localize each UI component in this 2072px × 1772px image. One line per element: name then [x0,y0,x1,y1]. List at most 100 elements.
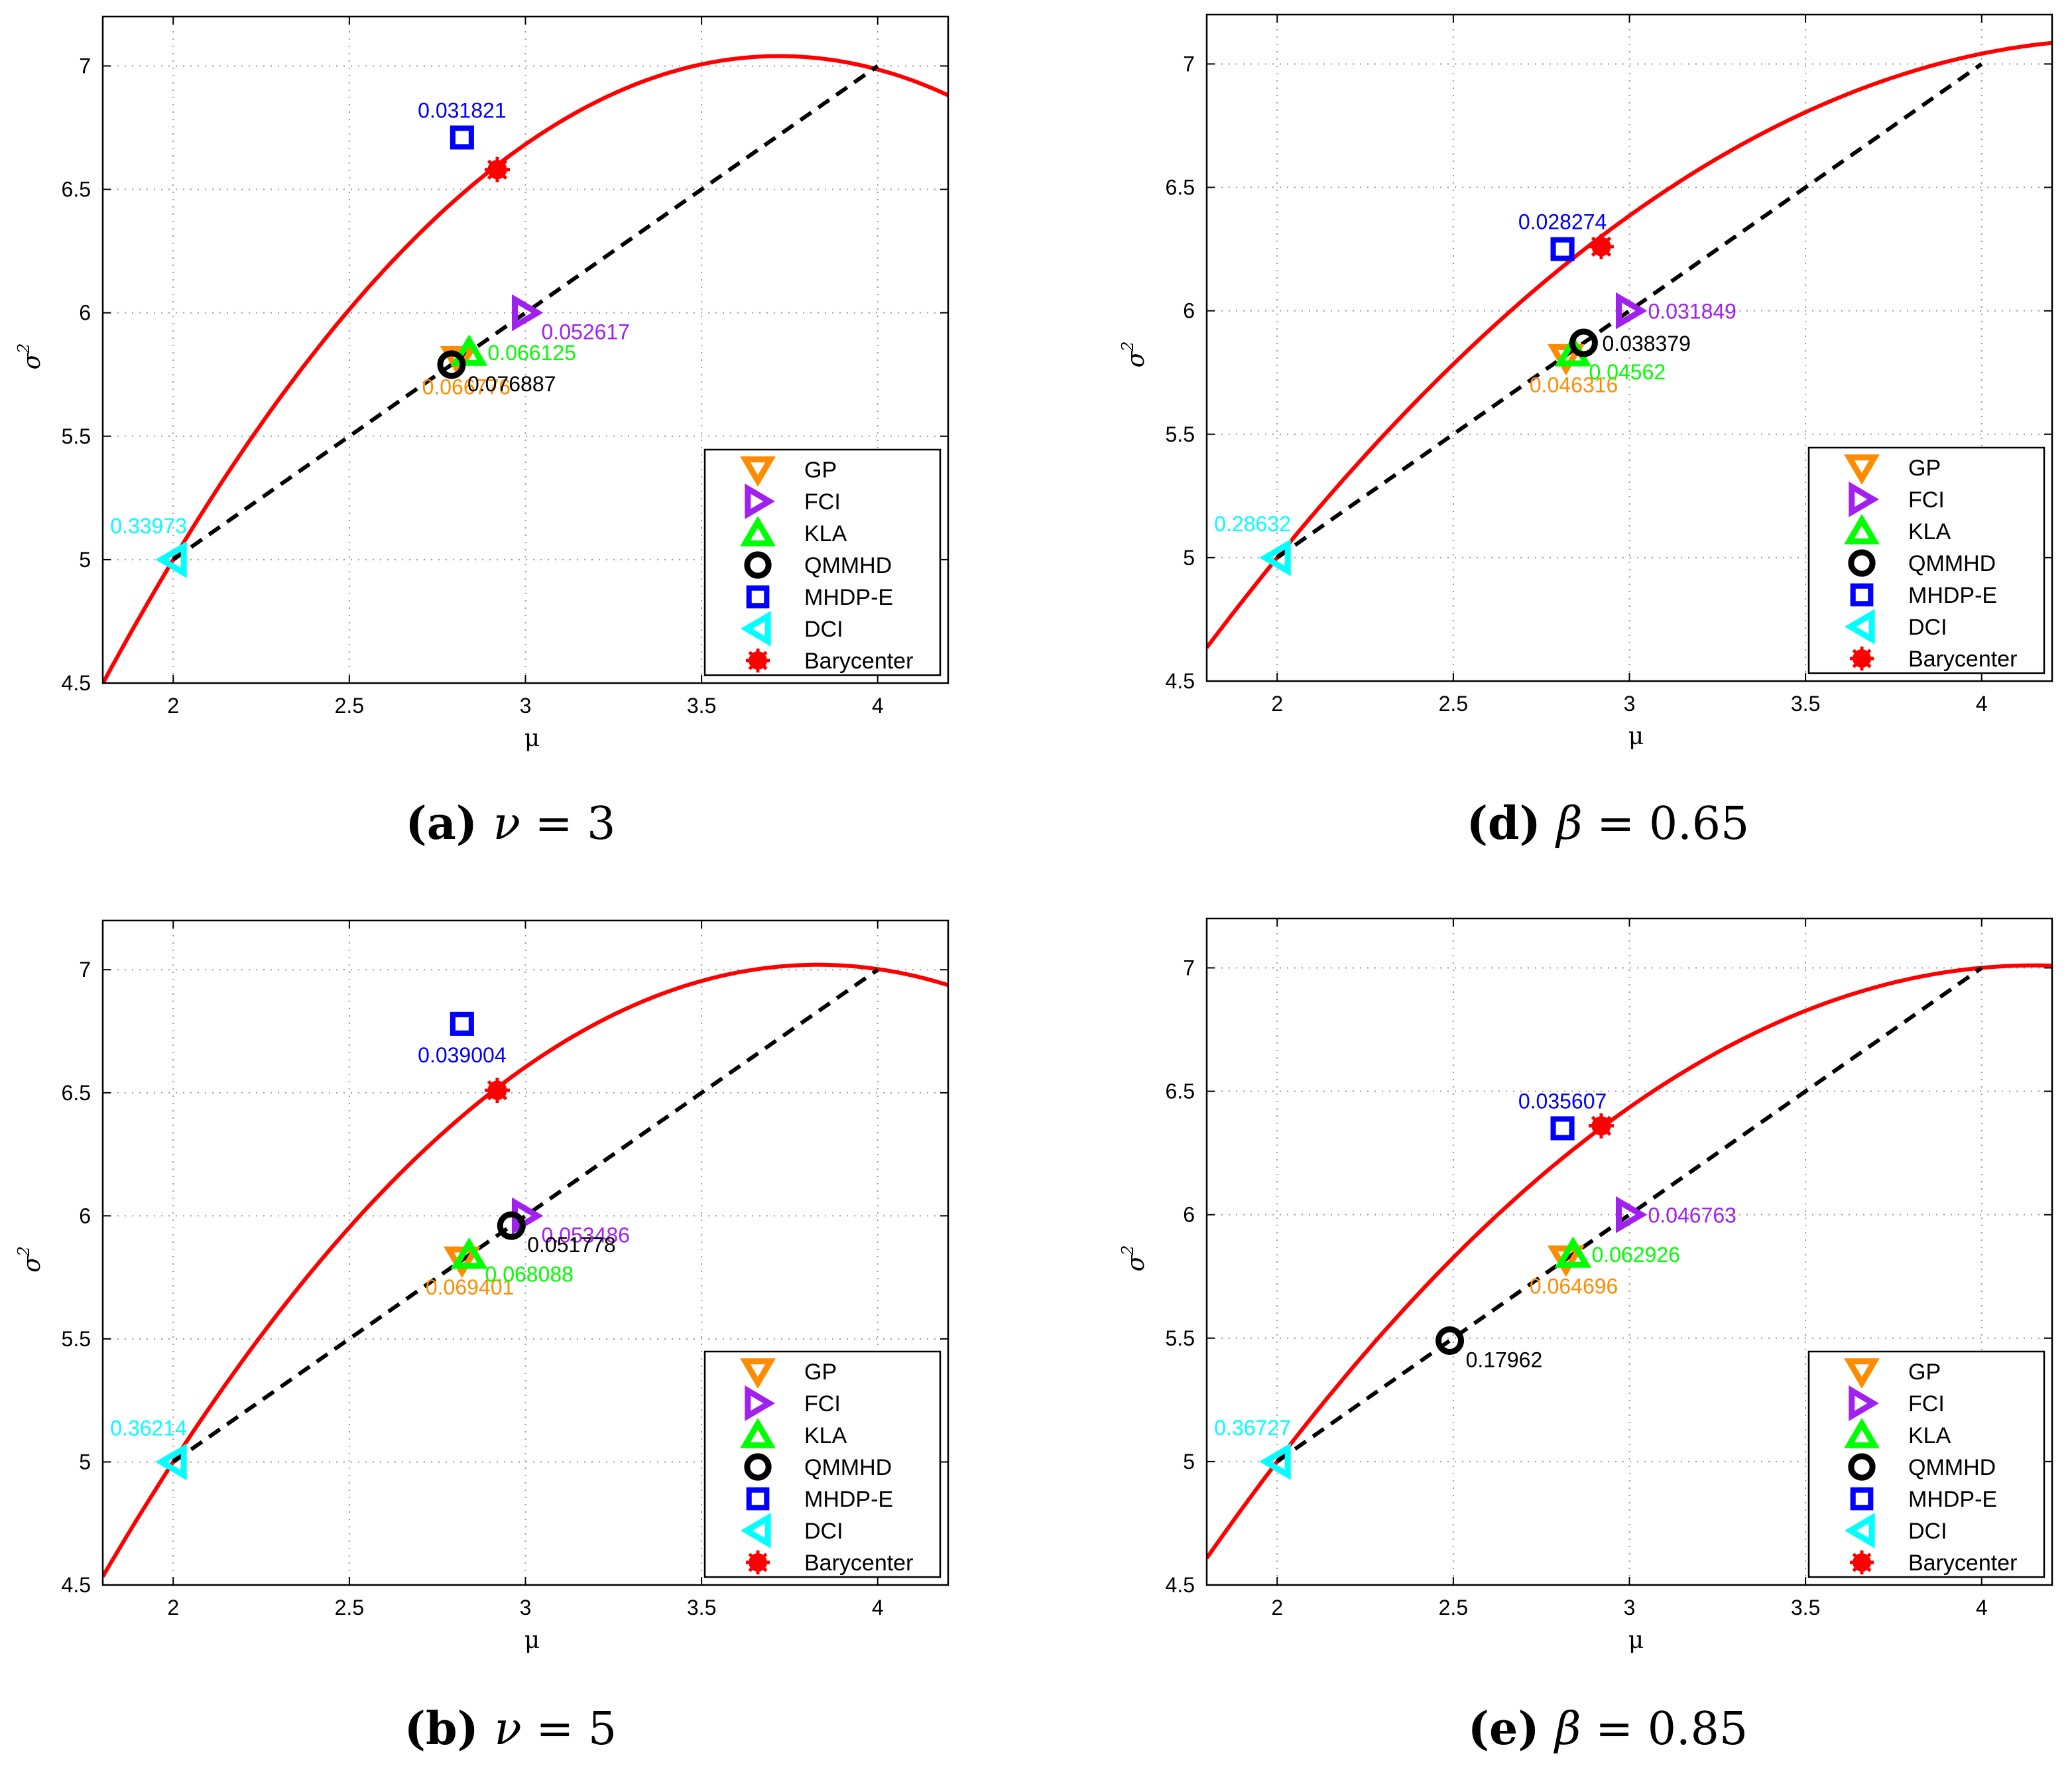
marker-barycenter-spoke [1860,649,1872,660]
y-tick-label: 6.5 [62,178,91,202]
y-tick-label: 6 [1183,299,1195,323]
legend-label-kla: KLA [1908,519,1951,544]
marker-gp [1844,1358,1880,1389]
marker-qmmhd [1848,1453,1876,1481]
marker-dci [1259,539,1291,576]
x-axis-label: μ [524,1627,540,1654]
y-tick-label: 6.5 [1166,1080,1195,1104]
dashed-segment [172,64,879,562]
y-tick-label: 7 [1183,956,1195,980]
panel-caption: (d) β = 0.65 [1467,797,1750,850]
legend-label-dci: DCI [1908,1519,1947,1544]
red-curve [1207,963,2052,1560]
marker-qmmhd [497,1211,526,1240]
legend-label-barycenter: Barycenter [1908,647,2017,672]
x-tick-label: 2 [1271,692,1283,716]
caption-variable: β [1553,1703,1581,1755]
legend-box [1807,446,2045,674]
data-label-mhdp-e: 0.028274 [1518,210,1607,234]
data-label-kla: 0.066125 [488,341,576,365]
marker-mhdp-e [746,1487,770,1511]
x-tick-label: 4 [1976,692,1988,716]
caption-letter: (e) [1468,1702,1555,1755]
axes-frame [1205,917,2053,1586]
marker-qmmhd [744,551,772,579]
y-tick-label: 6 [1183,1203,1195,1227]
marker-gp [1844,454,1880,485]
y-tick-label: 6 [79,301,91,325]
data-label-kla: 0.062926 [1592,1243,1680,1267]
marker-fci [1616,292,1648,330]
y-tick-label: 4.5 [1166,1573,1195,1597]
y-axis-label: σ2 [1119,1245,1150,1272]
data-label-fci: 0.031849 [1648,300,1737,324]
y-tick-label: 5.5 [62,424,91,448]
marker-dci [155,1443,187,1481]
y-axis-label-group: σ2 [15,344,46,370]
marker-fci [1616,1196,1648,1234]
x-tick-label: 3.5 [1791,1596,1820,1619]
marker-kla [1844,1418,1880,1448]
data-label-dci: 0.28632 [1214,512,1291,536]
y-tick-label: 7 [79,958,91,981]
legend-box [703,448,942,676]
data-label-kla: 0.068088 [485,1263,574,1287]
data-label-dci: 0.33973 [110,514,187,538]
legend-label-gp: GP [1908,1360,1941,1385]
y-tick-label: 4.5 [1166,669,1195,693]
marker-barycenter-spoke [757,1552,768,1564]
marker-kla [740,516,776,546]
dashed-segment [1276,62,1983,560]
chart-panel-e: 2 2.5 3 3.5 4 4.5 5 5.5 6 6.5 7 0.36727 0.035607 0.04… [1119,917,2053,1755]
marker-fci [745,1385,775,1421]
panel-caption: (a) ν = 3 [406,797,616,850]
y-tick-label: 5.5 [62,1327,91,1351]
legend: GP FCI KLA QMMHD MHDP-E DCI Barycenter [1807,446,2045,674]
caption-letter: (b) [404,1702,495,1755]
dashed-segment [172,968,879,1464]
x-tick-label: 3 [1624,692,1636,716]
x-tick-label: 3.5 [1791,692,1820,716]
marker-fci [1849,481,1879,517]
red-curve [1207,40,2052,649]
y-tick-label: 5.5 [1166,1326,1195,1350]
legend-label-fci: FCI [804,1391,841,1417]
y-tick-label: 7 [79,54,91,78]
y-tick-label: 4.5 [62,671,91,695]
axes-frame [101,15,949,684]
data-label-mhdp-e: 0.039004 [418,1043,506,1067]
legend-label-fci: FCI [1908,487,1945,513]
x-axis-label: μ [1628,1627,1644,1654]
y-axis-label-superscript: 2 [15,1246,33,1257]
marker-dci [1845,1513,1875,1549]
marker-gp [740,456,776,487]
data-label-qmmhd: 0.17962 [1466,1348,1543,1372]
marker-fci [512,294,544,332]
y-axis-label-base: σ [19,352,46,369]
legend-label-fci: FCI [804,489,841,515]
marker-barycenter-spoke [496,159,508,171]
data-label-qmmhd: 0.038379 [1602,332,1690,355]
chart-panel-b: 2 2.5 3 3.5 4 4.5 5 5.5 6 6.5 7 0.36214 0.039004 0.05… [15,919,949,1755]
data-label-gp: 0.046316 [1530,373,1618,397]
legend-label-dci: DCI [804,1519,843,1544]
legend-label-gp: GP [804,1360,837,1385]
y-axis-label-base: σ [1123,350,1150,367]
y-tick-label: 5 [1183,1450,1195,1474]
x-tick-label: 3.5 [687,1596,716,1619]
marker-kla [450,334,488,366]
legend-label-mhdp-e: MHDP-E [804,1487,893,1512]
caption-variable: ν [494,1703,521,1755]
marker-qmmhd [744,1453,772,1481]
y-tick-label: 5 [79,1450,91,1474]
marker-kla [450,1237,488,1269]
y-axis-label: σ2 [15,1246,46,1273]
marker-fci [745,483,775,519]
legend-box [703,1350,942,1578]
y-axis-label: σ2 [15,344,46,370]
legend-label-dci: DCI [804,617,843,642]
caption-variable: ν [493,798,520,850]
legend-label-qmmhd: QMMHD [804,1455,892,1480]
marker-dci [1259,1443,1291,1480]
